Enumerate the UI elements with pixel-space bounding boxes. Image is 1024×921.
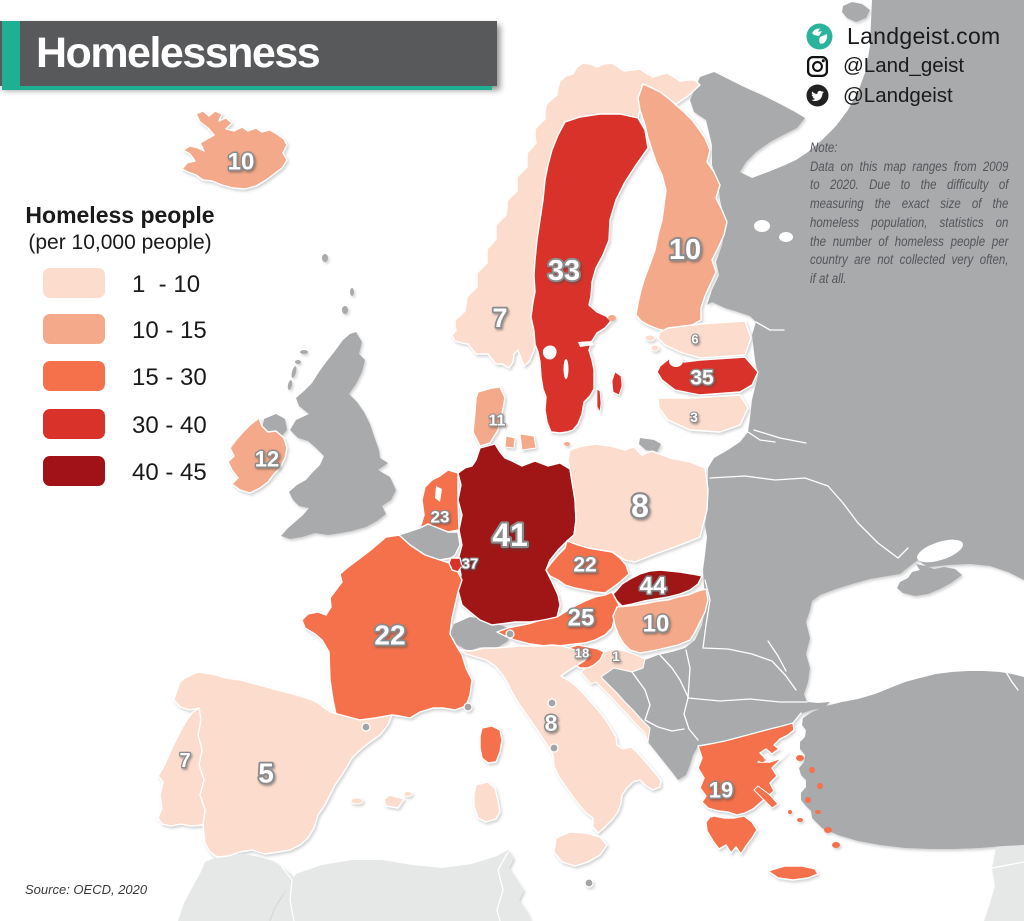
svg-text:7: 7 xyxy=(179,750,190,772)
svg-text:8: 8 xyxy=(545,710,558,736)
svg-text:18: 18 xyxy=(575,646,589,661)
svg-text:33: 33 xyxy=(548,255,580,287)
svg-text:25: 25 xyxy=(568,605,595,632)
svg-text:10: 10 xyxy=(643,611,670,638)
svg-text:3: 3 xyxy=(690,409,698,425)
svg-text:37: 37 xyxy=(462,556,479,573)
svg-text:10: 10 xyxy=(669,234,701,266)
svg-text:19: 19 xyxy=(709,778,733,803)
svg-text:44: 44 xyxy=(640,573,667,600)
svg-text:7: 7 xyxy=(492,303,507,333)
svg-text:22: 22 xyxy=(374,620,405,651)
svg-text:23: 23 xyxy=(431,508,450,527)
svg-text:6: 6 xyxy=(691,332,698,347)
svg-text:11: 11 xyxy=(489,413,506,430)
svg-text:1: 1 xyxy=(612,648,620,664)
svg-text:41: 41 xyxy=(492,517,528,553)
svg-text:8: 8 xyxy=(631,488,649,524)
svg-text:5: 5 xyxy=(258,758,274,789)
svg-text:35: 35 xyxy=(690,367,714,390)
svg-text:22: 22 xyxy=(573,554,596,577)
svg-text:12: 12 xyxy=(255,447,279,472)
svg-text:10: 10 xyxy=(228,149,255,176)
